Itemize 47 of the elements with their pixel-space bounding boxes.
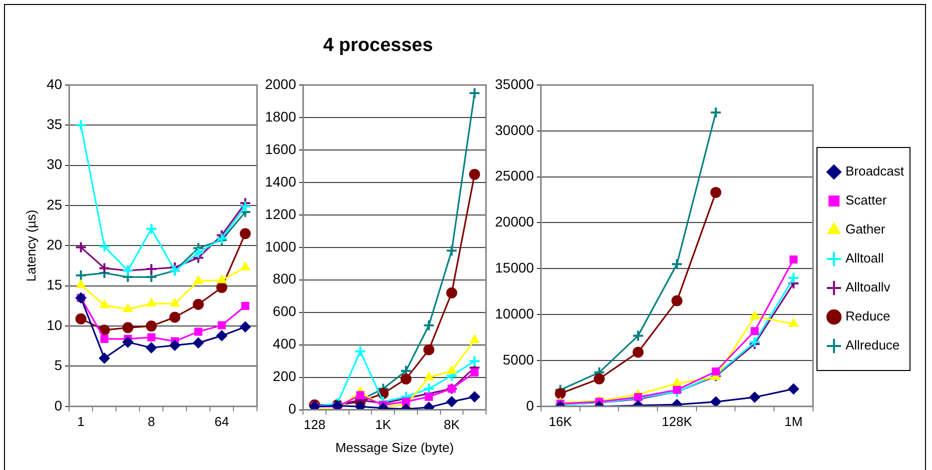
x-axis-title: Message Size (byte) bbox=[335, 440, 454, 455]
y-tick-label: 15 bbox=[46, 276, 62, 293]
x-tick-label: 1M bbox=[784, 414, 803, 429]
y-tick-label: 0 bbox=[54, 397, 62, 414]
y-tick-label: 5000 bbox=[502, 351, 534, 368]
y-tick-label: 10 bbox=[46, 316, 62, 333]
x-tick-label: 16K bbox=[548, 414, 572, 429]
y-tick-label: 40 bbox=[46, 76, 62, 92]
y-tick-label: 1200 bbox=[264, 206, 296, 222]
y-tick-label: 10000 bbox=[494, 305, 534, 322]
y-tick-label: 0 bbox=[288, 400, 296, 417]
legend-label: Alltoallv bbox=[845, 280, 891, 295]
y-axis-title: Latency (µs) bbox=[23, 210, 38, 282]
y-tick-label: 1600 bbox=[264, 140, 296, 157]
legend-label: Allreduce bbox=[845, 338, 900, 353]
legend-label: Gather bbox=[845, 222, 886, 237]
chart-title: 4 processes bbox=[322, 35, 434, 57]
y-tick-label: 20 bbox=[46, 236, 62, 253]
y-tick-label: 200 bbox=[272, 368, 296, 384]
y-tick-label: 600 bbox=[272, 303, 296, 320]
x-tick-label: 1K bbox=[375, 417, 392, 432]
y-tick-label: 35000 bbox=[494, 76, 534, 92]
x-tick-label: 8 bbox=[148, 414, 155, 429]
y-tick-label: 1800 bbox=[264, 108, 296, 124]
y-tick-label: 15000 bbox=[494, 260, 534, 276]
y-tick-label: 30000 bbox=[494, 122, 534, 138]
y-tick-label: 2000 bbox=[264, 76, 296, 92]
x-tick-label: 1 bbox=[77, 414, 85, 429]
y-tick-label: 35 bbox=[46, 116, 62, 132]
y-tick-label: 25 bbox=[46, 196, 62, 212]
legend-label: Reduce bbox=[845, 308, 890, 324]
legend-label: Broadcast bbox=[845, 164, 904, 179]
y-tick-label: 400 bbox=[272, 336, 296, 352]
y-tick-label: 0 bbox=[526, 397, 534, 414]
y-tick-label: 30 bbox=[46, 156, 62, 172]
legend-label: Alltoall bbox=[845, 250, 884, 266]
y-tick-label: 5 bbox=[54, 357, 62, 374]
legend-label: Scatter bbox=[845, 192, 888, 208]
y-tick-label: 1400 bbox=[264, 173, 296, 190]
x-tick-label: 64 bbox=[214, 414, 230, 429]
y-tick-label: 20000 bbox=[494, 214, 534, 230]
y-tick-label: 1000 bbox=[264, 238, 296, 254]
x-tick-label: 8K bbox=[444, 417, 460, 432]
y-tick-label: 25000 bbox=[494, 168, 534, 184]
x-tick-label: 128 bbox=[304, 417, 326, 432]
y-tick-label: 800 bbox=[272, 270, 296, 287]
x-tick-label: 128K bbox=[662, 414, 692, 429]
